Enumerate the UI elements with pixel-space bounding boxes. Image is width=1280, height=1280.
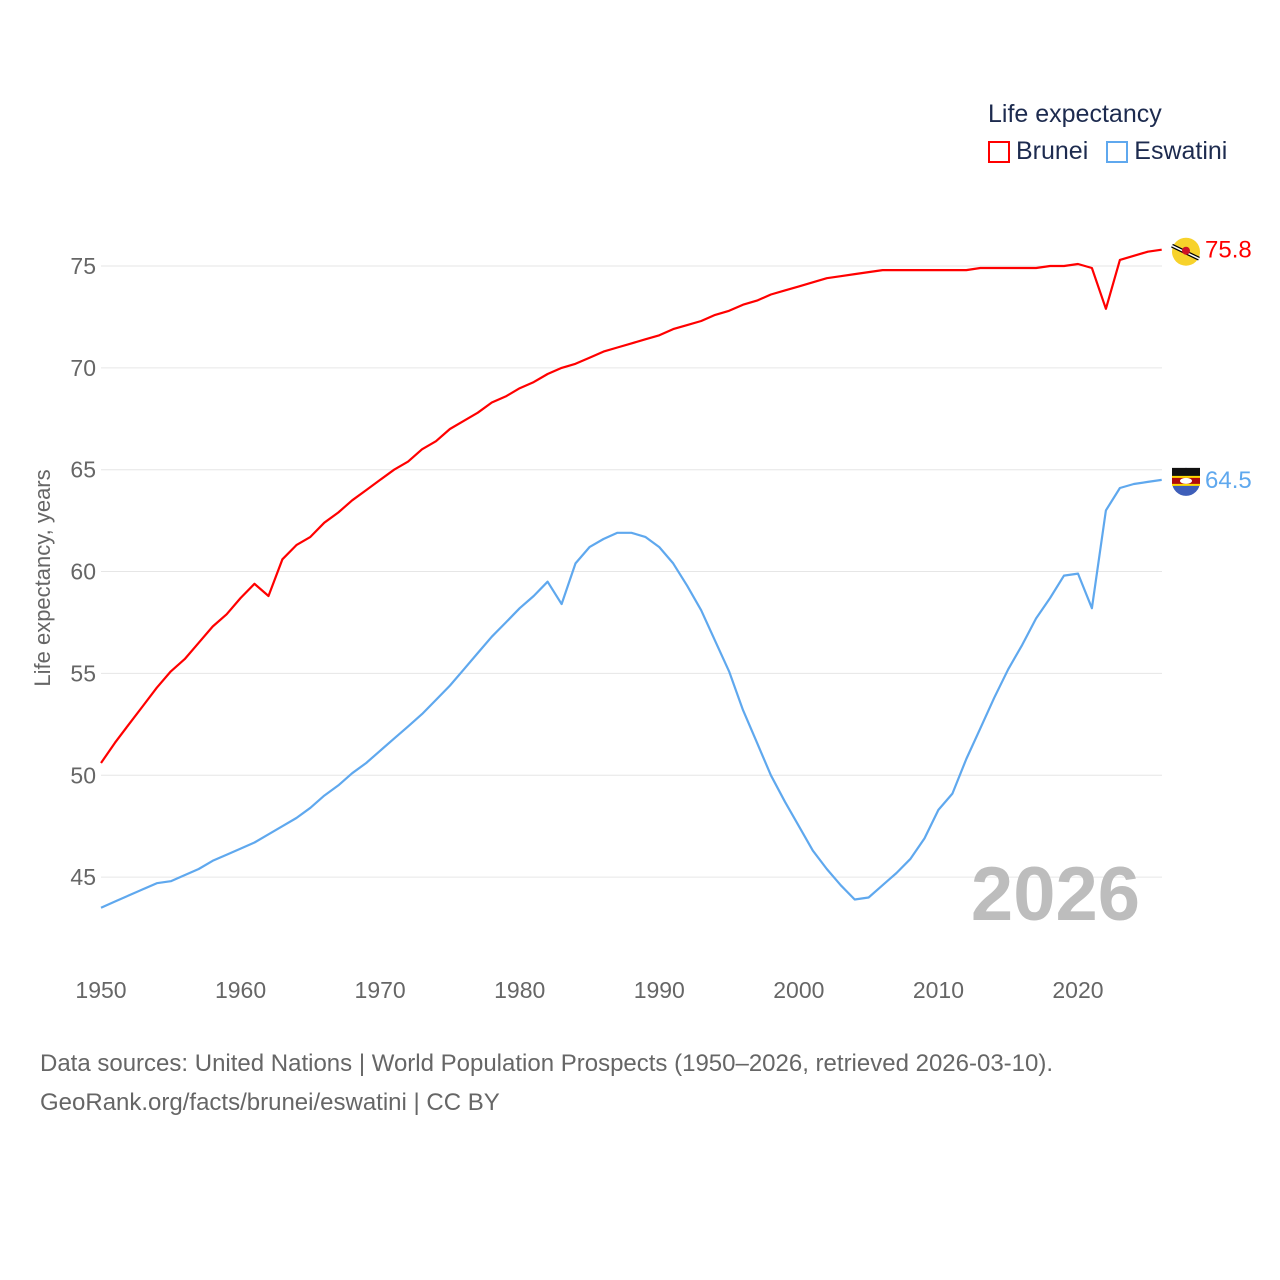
x-tick-label: 1980 — [494, 977, 545, 1003]
y-tick-label: 65 — [70, 457, 96, 483]
legend-label: Brunei — [1016, 137, 1089, 165]
y-tick-label: 60 — [70, 559, 96, 585]
y-tick-label: 70 — [70, 355, 96, 381]
legend-item-brunei[interactable]: Brunei — [988, 137, 1088, 166]
legend-title: Life expectancy — [988, 100, 1162, 128]
y-tick-label: 55 — [70, 660, 96, 686]
x-tick-label: 1990 — [634, 977, 685, 1003]
data-source-text: Data sources: United Nations | World Pop… — [40, 1050, 1054, 1077]
x-tick-label: 2000 — [773, 977, 824, 1003]
end-value-label: 64.5 — [1205, 467, 1252, 494]
legend-label: Eswatini — [1134, 137, 1228, 165]
y-tick-label: 75 — [70, 253, 96, 279]
x-tick-label: 2010 — [913, 977, 964, 1003]
y-tick-label: 50 — [70, 762, 96, 788]
end-value-label: 75.8 — [1205, 237, 1252, 264]
x-tick-label: 1950 — [75, 977, 126, 1003]
y-axis-label: Life expectancy, years — [30, 469, 55, 686]
legend: Life expectancy Brunei Eswatini — [988, 100, 1227, 166]
x-tick-label: 1960 — [215, 977, 266, 1003]
series-line-eswatini — [100, 478, 1162, 909]
x-tick-label: 1970 — [355, 977, 406, 1003]
year-watermark: 2026 — [971, 852, 1140, 937]
series-line-brunei — [100, 248, 1162, 764]
legend-item-eswatini[interactable]: Eswatini — [1106, 137, 1227, 166]
attribution-link[interactable]: GeoRank.org/facts/brunei/eswatini | CC B… — [40, 1089, 500, 1116]
eswatini-flag-top — [1172, 467, 1200, 478]
legend-swatch-brunei — [988, 140, 1010, 163]
y-tick-label: 45 — [70, 864, 96, 890]
legend-swatch-eswatini — [1106, 140, 1129, 163]
x-tick-label: 2020 — [1052, 977, 1103, 1003]
eswatini-flag-shield — [1180, 477, 1192, 484]
footer: Data sources: United Nations | World Pop… — [40, 1044, 1053, 1122]
brunei-flag-emblem — [1182, 246, 1190, 255]
